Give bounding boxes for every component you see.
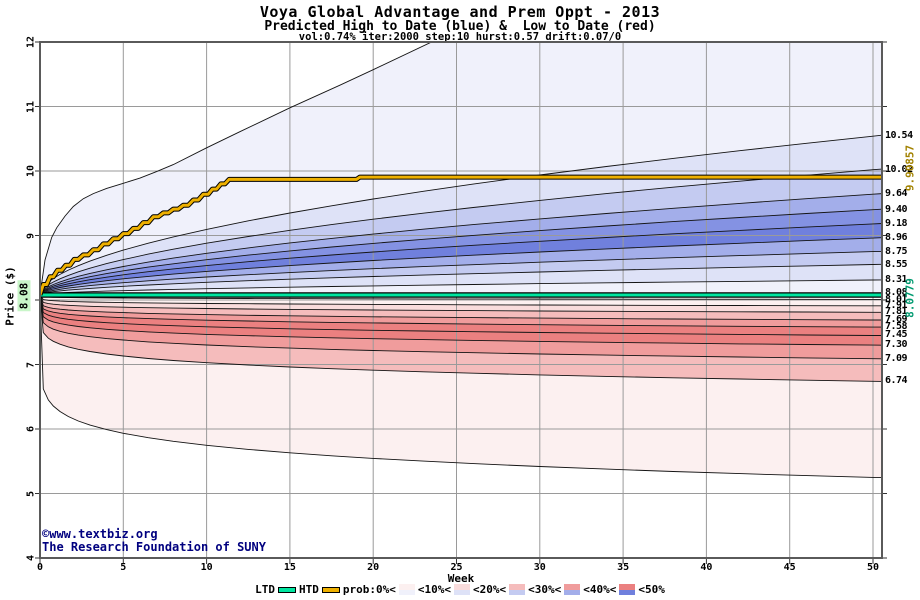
legend-prob-swatch-1 — [453, 584, 470, 595]
htd-current-value-label: 9.90857 — [903, 144, 917, 192]
right-value-label-8.55: 8.55 — [885, 258, 908, 270]
legend-prob-swatch-3 — [564, 584, 581, 595]
legend-ltd-label: LTD — [255, 583, 275, 596]
y-axis-title: Price ($) — [3, 266, 17, 326]
legend-prob-label-4: <40%< — [583, 583, 617, 596]
ltd-current-value-label: 8.0779 — [903, 278, 917, 318]
right-value-label-8.08: 8.08 — [885, 286, 908, 298]
right-value-label-7.45: 7.45 — [885, 329, 908, 341]
legend-prob-label-1: <10%< — [417, 583, 451, 596]
right-value-label-8.31: 8.31 — [885, 274, 908, 285]
right-value-label-7.58: 7.58 — [885, 321, 908, 333]
legend: LTD HTD prob:0%< <10%< <20%< <30%< <40%< <50% — [0, 583, 920, 596]
x-tick-label-30: 30 — [533, 562, 546, 573]
y-tick-label-11: 11 — [25, 100, 37, 113]
legend-prob-label-3: <30%< — [528, 583, 562, 596]
y-tick-label-4: 4 — [25, 554, 37, 562]
right-value-label-8.75: 8.75 — [885, 245, 908, 257]
y-tick-label-9: 9 — [25, 232, 37, 239]
x-tick-label-20: 20 — [367, 562, 380, 573]
x-tick-label-40: 40 — [700, 562, 713, 573]
y-tick-label-12: 12 — [25, 35, 37, 49]
legend-prob-label-2: <20%< — [472, 583, 507, 596]
right-value-label-7.81: 7.81 — [885, 306, 908, 318]
x-tick-label-25: 25 — [450, 562, 463, 573]
right-value-label-7.91: 7.91 — [885, 300, 908, 312]
x-tick-label-45: 45 — [783, 562, 796, 573]
htd-line-swatch — [321, 586, 340, 593]
legend-prob-label-5: <50% — [638, 583, 665, 596]
watermark-organization: The Research Foundation of SUNY — [42, 540, 266, 554]
right-value-label-10.02: 10.02 — [885, 163, 913, 175]
right-value-label-7.30: 7.30 — [885, 339, 908, 351]
y-tick-label-10: 10 — [25, 164, 37, 178]
y-tick-label-6: 6 — [25, 425, 37, 433]
x-tick-label-35: 35 — [617, 562, 630, 573]
x-tick-label-15: 15 — [283, 562, 296, 573]
right-value-label-7.69: 7.69 — [885, 313, 908, 325]
start-price-label: 8.08 — [17, 280, 31, 312]
chart-parameters: vol:0.74% iter:2000 step:10 hurst:0.57 d… — [298, 31, 622, 43]
right-value-label-9.40: 9.40 — [885, 203, 908, 215]
chart-subtitle: Predicted High to Date (blue) & Low to D… — [264, 19, 656, 34]
x-tick-label-0: 0 — [36, 562, 44, 573]
legend-prob-swatch-4 — [619, 584, 636, 595]
y-tick-label-7: 7 — [25, 361, 37, 368]
right-value-label-9.64: 9.64 — [885, 188, 908, 200]
legend-prob-swatch-0 — [398, 584, 415, 595]
legend-prob-swatch-2 — [509, 584, 526, 595]
right-value-label-8.96: 8.96 — [885, 232, 908, 244]
chart-title: Voya Global Advantage and Prem Oppt - 20… — [259, 3, 661, 21]
legend-probability-items: prob:0%< <10%< <20%< <30%< <40%< <50% — [343, 583, 665, 596]
legend-prob-label-0: prob:0%< — [342, 583, 396, 596]
right-value-label-8.01: 8.01 — [885, 293, 908, 305]
ltd-line-swatch — [278, 586, 296, 593]
x-tick-label-50: 50 — [866, 562, 880, 573]
watermark-link[interactable]: ©www.textbiz.org — [42, 527, 158, 541]
right-value-label-9.18: 9.18 — [885, 217, 908, 229]
legend-htd-label: HTD — [299, 583, 319, 596]
x-axis-title: Week — [447, 572, 475, 585]
right-value-label-6.74: 6.74 — [885, 375, 908, 387]
x-tick-label-10: 10 — [200, 562, 213, 573]
x-tick-label-5: 5 — [120, 562, 127, 573]
right-value-label-10.54: 10.54 — [885, 130, 913, 142]
right-value-label-7.09: 7.09 — [885, 352, 908, 364]
y-tick-label-5: 5 — [25, 490, 37, 497]
